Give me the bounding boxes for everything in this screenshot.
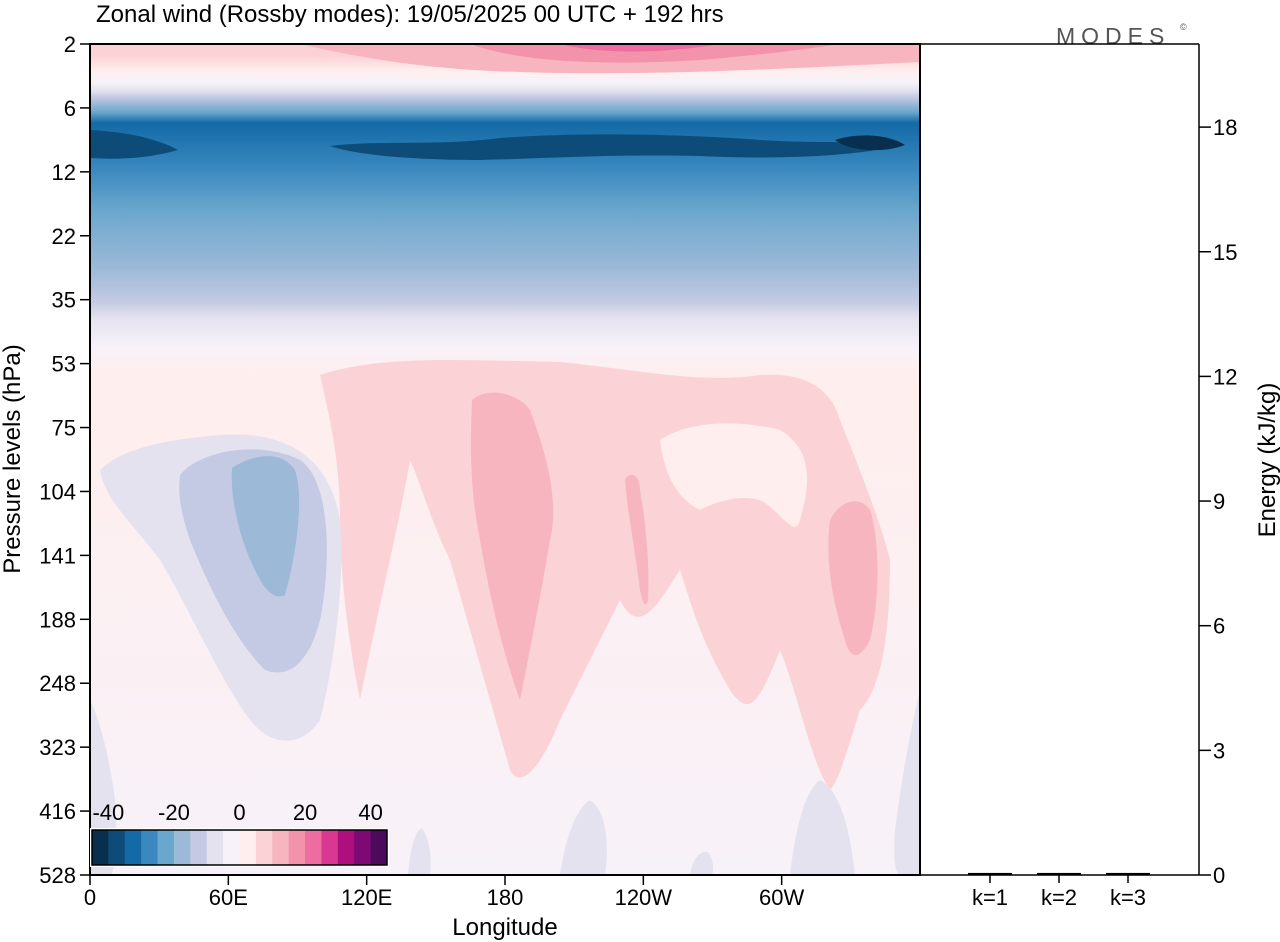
- colorbar-swatch: [255, 830, 273, 865]
- y-tick-label: 248: [39, 671, 76, 696]
- y-tick-label: 6: [64, 96, 76, 121]
- y-tick-label: 323: [39, 735, 76, 760]
- x-tick-label: 120W: [615, 885, 673, 910]
- y-tick-label: 75: [52, 416, 76, 441]
- colorbar-swatch: [92, 830, 109, 865]
- energy-category-label: k=3: [1110, 885, 1146, 910]
- lower-negative-patch-b: [790, 780, 855, 875]
- colorbar-swatch: [239, 830, 257, 865]
- y-tick-label: 416: [39, 799, 76, 824]
- energy-category-label: k=1: [972, 885, 1008, 910]
- mid-positive-contour-c: [828, 501, 878, 655]
- y-tick-label: 2: [64, 32, 76, 57]
- energy-tick-label: 9: [1213, 489, 1225, 514]
- energy-bar: [1106, 872, 1150, 875]
- upper-positive-contour-c: [560, 44, 720, 52]
- colorbar-swatch: [370, 830, 388, 865]
- colorbar-swatch: [305, 830, 322, 865]
- chart-title: Zonal wind (Rossby modes): 19/05/2025 00…: [96, 1, 724, 28]
- colorbar-swatch: [337, 830, 355, 865]
- colorbar-swatch: [206, 830, 224, 865]
- y-tick-label: 528: [39, 863, 76, 888]
- colorbar-label: 20: [293, 800, 317, 825]
- energy-bar: [1037, 872, 1081, 875]
- colorbar-swatch: [272, 830, 290, 865]
- energy-bar: [968, 872, 1012, 875]
- colorbar-swatch: [223, 830, 240, 865]
- energy-category-label: k=2: [1041, 885, 1077, 910]
- colorbar-swatch: [124, 830, 142, 865]
- y-tick-label: 12: [52, 160, 76, 185]
- lower-negative-patch-c: [408, 828, 431, 875]
- pressure-axis: 2 6 12 22 35 53 75 104 141 188 248 323 416 528: [39, 32, 90, 888]
- mid-positive-contour-b: [470, 392, 554, 700]
- y-tick-label: 22: [52, 224, 76, 249]
- energy-panel: Energy (kJ/kg) 0 3 6 9 12 15 18 k=1 k=2 k=3: [920, 43, 1280, 910]
- colorbar-label: 40: [358, 800, 382, 825]
- y-axis-label: Pressure levels (hPa): [0, 344, 26, 573]
- lower-negative-patch-f: [894, 690, 920, 875]
- x-tick-label: 180: [487, 885, 524, 910]
- energy-tick-label: 0: [1213, 863, 1225, 888]
- energy-tick-label: 6: [1213, 614, 1225, 639]
- colorbar-label: -40: [92, 800, 124, 825]
- energy-tick-label: 18: [1213, 115, 1237, 140]
- jet-core-contour-b: [330, 134, 900, 160]
- energy-tick-label: 12: [1213, 364, 1237, 389]
- jet-core-contour-a: [90, 130, 178, 159]
- contour-field: [90, 44, 920, 875]
- x-tick-label: 0: [84, 885, 96, 910]
- longitude-axis: 0 60E 120E 180 120W 60W: [84, 875, 805, 910]
- modes-logo-mark: ©: [1180, 22, 1193, 32]
- upper-positive-contour-b: [470, 44, 840, 63]
- energy-axis-label: Energy (kJ/kg): [1254, 383, 1280, 538]
- energy-tick-label: 15: [1213, 240, 1237, 265]
- y-tick-label: 104: [39, 479, 76, 504]
- x-tick-label: 60W: [759, 885, 804, 910]
- colorbar-swatch: [157, 830, 175, 865]
- colorbar-frame: [91, 829, 388, 866]
- colorbar: -40 -20 0 20 40: [90, 800, 389, 867]
- colorbar-swatch: [321, 830, 339, 865]
- colorbar-swatch: [288, 830, 306, 865]
- lower-negative-patch-d: [690, 851, 714, 875]
- mid-positive-contour-d: [625, 474, 649, 605]
- colorbar-swatch: [354, 830, 372, 865]
- lower-negative-patch-a: [560, 800, 607, 875]
- modes-logo: MODES ©: [1056, 22, 1193, 49]
- mid-near-zero-hole: [660, 423, 808, 527]
- y-tick-label: 35: [52, 288, 76, 313]
- colorbar-swatch: [173, 830, 191, 865]
- colorbar-label: 0: [233, 800, 245, 825]
- x-tick-label: 120E: [341, 885, 392, 910]
- colorbar-swatch: [190, 830, 208, 865]
- y-tick-label: 53: [52, 352, 76, 377]
- energy-tick-label: 3: [1213, 738, 1225, 763]
- jet-core-contour-c: [835, 135, 905, 151]
- mid-negative-contour-c: [231, 456, 300, 597]
- y-tick-label: 141: [39, 543, 76, 568]
- colorbar-swatch: [108, 830, 126, 865]
- x-axis-label: Longitude: [452, 914, 557, 941]
- colorbar-swatch: [141, 830, 159, 865]
- x-tick-label: 60E: [209, 885, 248, 910]
- y-tick-label: 188: [39, 607, 76, 632]
- modes-logo-text: MODES: [1056, 23, 1170, 49]
- colorbar-label: -20: [158, 800, 190, 825]
